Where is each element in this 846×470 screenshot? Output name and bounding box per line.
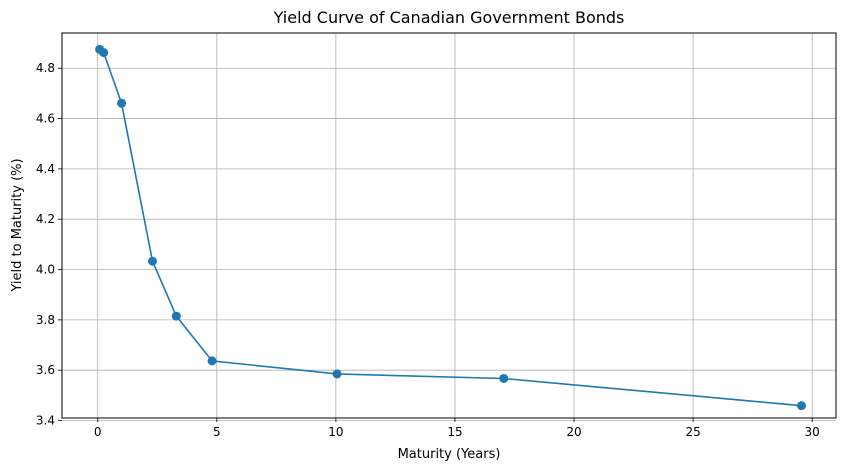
x-tick-label: 25 bbox=[685, 425, 700, 439]
data-point bbox=[147, 256, 157, 266]
data-point bbox=[117, 98, 127, 108]
y-tick-label: 4.0 bbox=[36, 263, 55, 277]
y-tick-label: 4.4 bbox=[36, 162, 55, 176]
axis-ticks: 0 5 10 15 20 25 30 3.4 3.6 3.8 4.0 4.2 4.4 4.6 4.8 bbox=[36, 61, 820, 439]
series-layer bbox=[95, 44, 806, 411]
data-point bbox=[499, 373, 509, 383]
y-tick-label: 4.2 bbox=[36, 212, 55, 226]
data-point bbox=[207, 356, 217, 366]
data-point bbox=[99, 48, 109, 58]
data-point bbox=[171, 311, 181, 321]
chart-title: Yield Curve of Canadian Government Bonds bbox=[273, 8, 625, 27]
y-tick-label: 3.6 bbox=[36, 363, 55, 377]
y-tick-label: 4.8 bbox=[36, 61, 55, 75]
x-tick-label: 5 bbox=[213, 425, 221, 439]
series-line bbox=[99, 48, 802, 407]
y-tick-label: 4.6 bbox=[36, 112, 55, 126]
data-point bbox=[332, 369, 342, 379]
y-axis-label: Yield to Maturity (%) bbox=[10, 158, 25, 292]
grid-lines bbox=[62, 33, 836, 421]
x-tick-label: 30 bbox=[805, 425, 820, 439]
data-point bbox=[796, 401, 806, 411]
x-tick-label: 10 bbox=[328, 425, 343, 439]
plot-frame bbox=[61, 32, 837, 419]
x-tick-label: 15 bbox=[447, 425, 462, 439]
y-tick-label: 3.4 bbox=[36, 414, 55, 428]
x-axis-label: Maturity (Years) bbox=[398, 447, 501, 462]
y-tick-label: 3.8 bbox=[36, 313, 55, 327]
x-tick-label: 0 bbox=[94, 425, 102, 439]
x-tick-label: 20 bbox=[566, 425, 581, 439]
